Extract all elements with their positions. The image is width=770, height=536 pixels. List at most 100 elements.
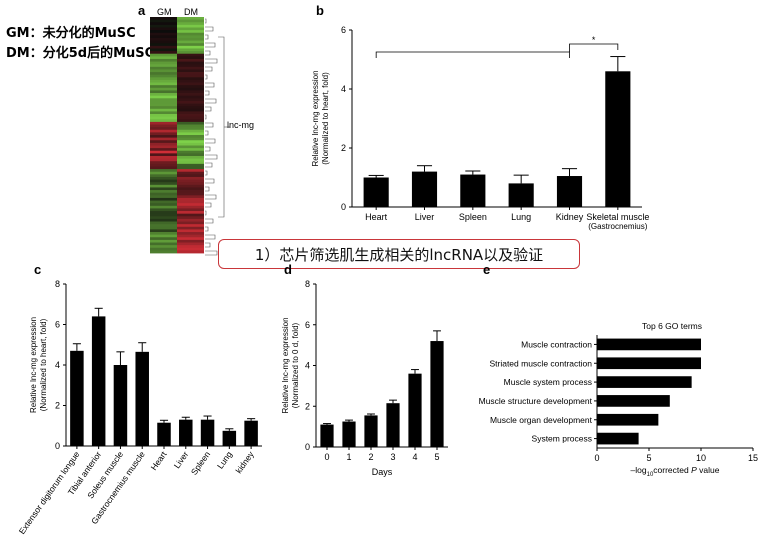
x-tick-label: 10	[696, 453, 706, 463]
heatmap-cell	[177, 145, 204, 149]
heatmap-cell	[177, 211, 204, 215]
heatmap-cell	[177, 195, 204, 199]
significance-bracket	[569, 43, 619, 52]
bar	[605, 71, 631, 207]
y-tick-label: 6	[341, 25, 346, 35]
heatmap-cell	[150, 95, 177, 99]
bar	[597, 432, 639, 445]
heatmap-cell	[177, 45, 204, 49]
heatmap-cell	[177, 239, 204, 243]
heatmap-cell	[150, 155, 177, 159]
heatmap-cell	[150, 103, 177, 107]
x-tick-label: Liver	[415, 212, 435, 222]
heatmap-cell	[177, 108, 204, 112]
bar	[597, 357, 701, 370]
heatmap-cell	[177, 179, 204, 183]
heatmap-cell	[177, 32, 204, 36]
dendrogram-branch	[205, 146, 211, 152]
x-tick-label: Kidney	[556, 212, 584, 222]
heatmap-cell	[177, 140, 204, 144]
x-tick-label: (Gastrocnemius)	[588, 222, 647, 231]
heatmap-cell	[177, 150, 204, 154]
bar	[320, 424, 334, 447]
heatmap-cell	[177, 242, 204, 246]
bar	[113, 365, 128, 446]
heatmap-cell	[150, 121, 177, 125]
y-axis-label: Relative lnc-mg expression(Normalized to…	[29, 317, 48, 413]
heatmap-cell	[177, 17, 204, 21]
y-tick-label: Muscle organ development	[490, 415, 593, 425]
dendrogram-branch	[205, 162, 213, 168]
section-banner: 1）芯片筛选肌生成相关的lncRNA以及验证	[218, 239, 580, 269]
dendrogram-branch	[205, 138, 216, 144]
comparison-bracket	[375, 51, 570, 58]
heatmap-cell	[177, 124, 204, 128]
heatmap-cell	[150, 87, 177, 91]
heatmap-cell	[150, 148, 177, 152]
panel-c-letter: c	[34, 262, 42, 277]
heatmap-cell	[177, 48, 204, 52]
panel-b-letter: b	[316, 3, 324, 18]
heatmap-cell	[150, 242, 177, 246]
bar	[460, 174, 486, 207]
y-tick-label: 2	[341, 143, 346, 153]
y-axis-label: Relative lnc-mg expression(Normalized to…	[281, 317, 300, 413]
heatmap-cell	[150, 74, 177, 78]
heatmap-cell	[150, 19, 177, 23]
bar	[597, 413, 659, 426]
heatmap-cell	[150, 221, 177, 225]
chart-e: Top 6 GO terms 0 5 10 15 Muscle contraction St…	[479, 321, 758, 478]
bar	[91, 316, 106, 446]
heatmap-cell	[177, 58, 204, 62]
heatmap-cell	[150, 30, 177, 34]
heatmap-cell	[177, 197, 204, 201]
heatmap-cell	[150, 93, 177, 97]
heatmap-cell	[177, 148, 204, 152]
heatmap-cell	[150, 158, 177, 162]
heatmap-cell	[177, 237, 204, 241]
heatmap-cell	[177, 22, 204, 26]
heatmap-cell	[177, 129, 204, 133]
bar	[157, 422, 171, 446]
panel-d-letter: d	[284, 262, 292, 277]
heatmap-cell	[177, 245, 204, 249]
heatmap-cell	[150, 66, 177, 70]
heatmap-cell	[177, 69, 204, 73]
dendrogram-branch	[205, 242, 211, 248]
y-tick-label: System process	[532, 434, 592, 444]
x-tick-label: 3	[390, 452, 395, 462]
heatmap-cell	[177, 100, 204, 104]
heatmap-cell	[150, 211, 177, 215]
heatmap-cell	[150, 85, 177, 89]
heatmap-cell	[177, 174, 204, 178]
panel-a-letter: a	[138, 3, 146, 18]
dendrogram-branch	[205, 74, 208, 80]
heatmap-cell	[177, 114, 204, 118]
heatmap-cell	[177, 127, 204, 131]
heatmap-cell	[177, 87, 204, 91]
dendrogram-branch	[205, 226, 209, 232]
y-axis-label-line: Relative lnc-mg expression	[311, 70, 320, 166]
dendrogram-branch	[205, 218, 214, 224]
dendrogram-branch	[205, 114, 207, 120]
heatmap-cell	[150, 224, 177, 228]
heatmap-cell	[177, 187, 204, 191]
heatmap-cell	[177, 182, 204, 186]
heatmap-cell	[177, 119, 204, 123]
bar	[363, 177, 389, 207]
heatmap-cell	[177, 216, 204, 220]
heatmap-cell	[177, 64, 204, 68]
heatmap-cell	[150, 237, 177, 241]
heatmap-cell	[177, 155, 204, 159]
heatmap-cell	[150, 72, 177, 76]
bar	[342, 421, 356, 447]
x-tick-label: Heart	[149, 449, 169, 472]
bar	[364, 415, 378, 447]
heatmap-cell	[177, 226, 204, 230]
x-tick-label: 4	[412, 452, 417, 462]
heatmap-cell	[177, 53, 204, 57]
chart-title: Top 6 GO terms	[642, 321, 702, 331]
heatmap-cell	[150, 190, 177, 194]
y-tick-label: 6	[305, 320, 310, 330]
dendrogram-branch	[205, 250, 218, 256]
